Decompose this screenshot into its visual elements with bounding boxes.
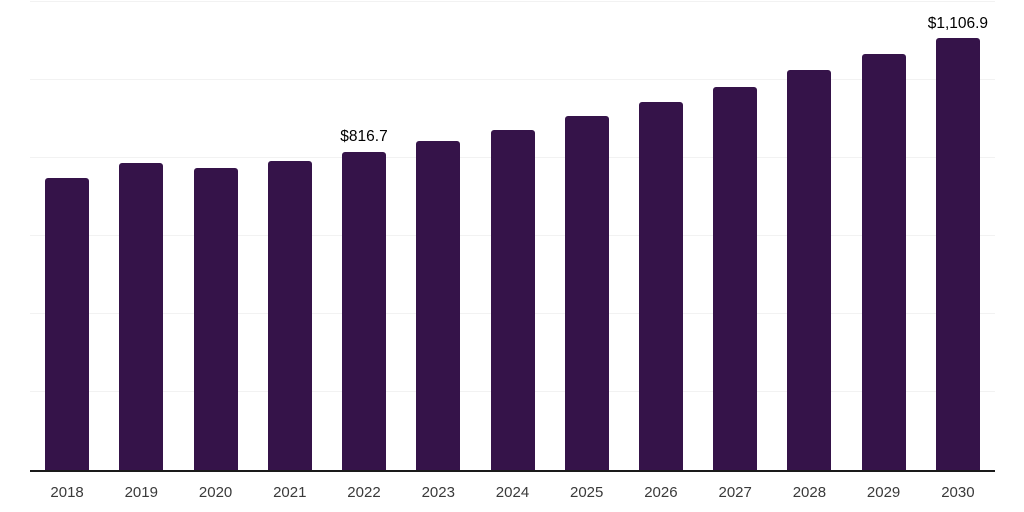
- bar-2019[interactable]: [119, 163, 164, 470]
- bar-2024[interactable]: [490, 129, 535, 470]
- x-tick-2023: 2023: [421, 484, 455, 501]
- bar-2030[interactable]: [935, 38, 980, 470]
- x-tick-2018: 2018: [50, 484, 84, 501]
- bar-2027[interactable]: [713, 86, 758, 470]
- bar-2022[interactable]: [342, 151, 386, 470]
- bar-2021[interactable]: [267, 160, 312, 470]
- bar-value-label-2022: $816.7: [340, 128, 388, 145]
- x-axis: 2018 2019 2020 2021 2022 2023 2024 2025 2026 2027…: [30, 484, 995, 505]
- gridline-1000: [30, 79, 995, 80]
- x-tick-2030: 2030: [941, 484, 975, 501]
- x-tick-2022: 2022: [347, 484, 381, 501]
- bar-2028[interactable]: [787, 70, 832, 470]
- bar-2025[interactable]: [564, 115, 609, 470]
- plot-area: $816.7 $1,106.9: [30, 0, 995, 472]
- x-tick-2026: 2026: [644, 484, 678, 501]
- bar-2029[interactable]: [861, 53, 906, 470]
- x-tick-2024: 2024: [495, 484, 530, 501]
- bar-2023[interactable]: [416, 141, 461, 470]
- x-tick-2027: 2027: [718, 484, 752, 501]
- x-tick-2025: 2025: [570, 484, 604, 501]
- x-tick-2028: 2028: [792, 484, 827, 501]
- x-tick-2020: 2020: [198, 484, 233, 501]
- gridline-1200: [30, 1, 995, 2]
- x-tick-2019: 2019: [124, 484, 158, 501]
- x-tick-2021: 2021: [273, 484, 307, 501]
- bar-2026[interactable]: [639, 101, 683, 470]
- x-tick-2029: 2029: [866, 484, 901, 501]
- bar-value-label-2030: $1,106.9: [927, 14, 989, 32]
- bar-2020[interactable]: [193, 168, 238, 470]
- bar-2018[interactable]: [45, 177, 90, 470]
